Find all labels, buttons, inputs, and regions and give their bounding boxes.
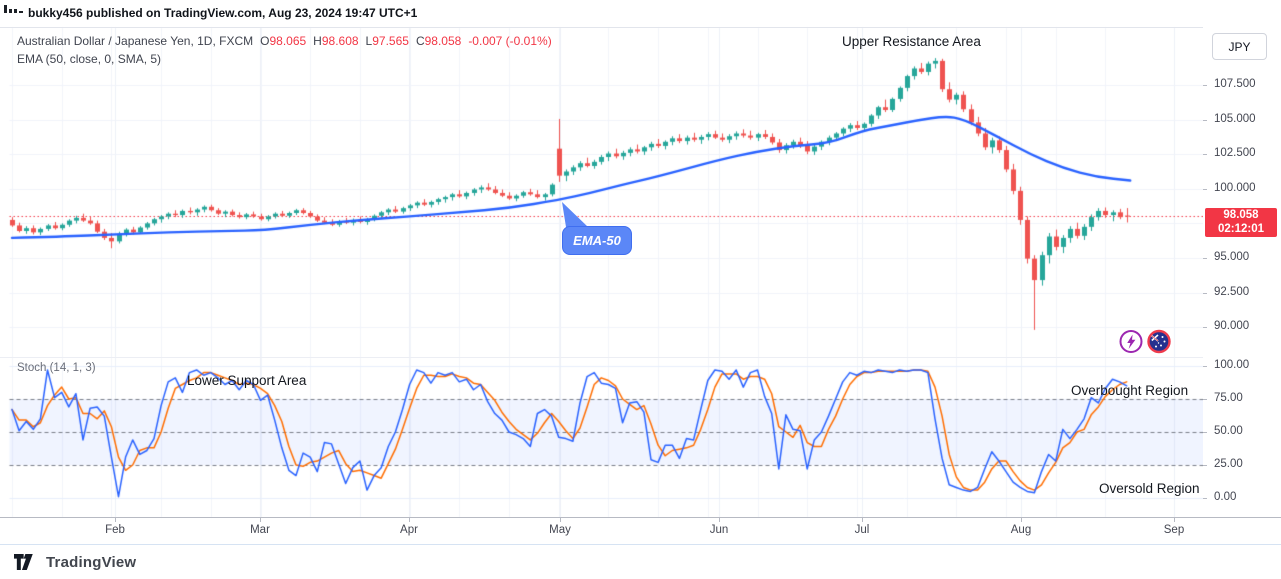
annotation-overbought-region: Overbought Region — [1071, 383, 1189, 398]
attribution-text: bukky456 published on TradingView.com, A… — [28, 6, 418, 20]
footer: TradingView — [0, 544, 1281, 579]
symbol-legend[interactable]: Australian Dollar / Japanese Yen, 1D, FX… — [17, 34, 552, 48]
time-axis-tick — [259, 518, 261, 522]
idea-badges[interactable] — [1118, 328, 1174, 355]
time-axis-label: Apr — [400, 524, 418, 536]
tradingview-logo-icon[interactable] — [14, 554, 39, 570]
top-divider — [0, 27, 1281, 28]
time-axis-label: Aug — [1010, 524, 1032, 536]
stoch-axis-tick — [1203, 465, 1207, 466]
lightning-badge-icon — [1119, 330, 1143, 353]
time-axis-tick — [408, 518, 410, 522]
time-axis-label: Sep — [1163, 524, 1185, 536]
time-axis-tick — [861, 518, 863, 522]
ema-callout-label[interactable]: EMA-50 — [562, 226, 632, 255]
change-value: -0.007 (-0.01%) — [468, 34, 552, 48]
stoch-axis-label: 25.00 — [1214, 458, 1243, 470]
time-axis-label: May — [549, 524, 571, 536]
price-axis-label: 102.500 — [1214, 147, 1256, 160]
time-axis-tick — [559, 518, 561, 522]
time-axis-label: Mar — [250, 524, 270, 536]
ohlc-item: L97.565 — [365, 34, 409, 48]
annotation-lower-support: Lower Support Area — [187, 373, 307, 388]
stoch-axis-label: 50.00 — [1214, 425, 1243, 437]
price-axis-label: 92.500 — [1214, 285, 1250, 298]
stoch-axis-label: 75.00 — [1214, 392, 1243, 404]
ohlc-item: H98.608 — [313, 34, 359, 48]
time-axis-label: Feb — [105, 524, 125, 536]
price-axis-tick — [1203, 85, 1207, 87]
annotation-oversold-region: Oversold Region — [1099, 481, 1200, 496]
ema-callout-pointer — [562, 202, 588, 227]
price-axis-tick — [1203, 188, 1207, 190]
ohlc-item: O98.065 — [260, 34, 307, 48]
annotation-upper-resistance: Upper Resistance Area — [842, 34, 981, 49]
price-axis-label: 90.000 — [1214, 320, 1250, 333]
price-axis-label: 107.500 — [1214, 78, 1256, 91]
price-axis-label: 100.000 — [1214, 181, 1256, 194]
bar-countdown: 02:12:01 — [1217, 222, 1265, 235]
stoch-axis-tick — [1203, 432, 1207, 433]
last-price-badge: 98.058 02:12:01 — [1205, 208, 1277, 237]
time-axis[interactable]: Feb Mar Apr May Jun Jul Aug Sep — [0, 517, 1281, 544]
time-axis-tick — [114, 518, 116, 522]
stoch-legend[interactable]: Stoch (14, 1, 3) — [17, 362, 96, 374]
time-axis-tick — [718, 518, 720, 522]
time-axis-tick — [1020, 518, 1022, 522]
ohlc-item: C98.058 — [415, 34, 462, 48]
price-axis-tick — [1203, 119, 1207, 121]
price-axis-tick — [1203, 154, 1207, 156]
price-axis[interactable]: JPY 98.058 02:12:01 107.500 105.000 102.50… — [1203, 27, 1281, 544]
price-axis-tick — [1203, 292, 1207, 294]
corner-logo-icon — [4, 5, 23, 13]
stoch-axis-label: 0.00 — [1214, 491, 1237, 503]
price-axis-tick — [1203, 257, 1207, 259]
time-axis-tick — [1173, 518, 1175, 522]
symbol-title: Australian Dollar / Japanese Yen, 1D, FX… — [17, 34, 254, 48]
australia-flag-icon — [1147, 329, 1171, 354]
time-axis-label: Jun — [709, 524, 729, 536]
stoch-axis-tick — [1203, 498, 1207, 499]
price-axis-label: 105.000 — [1214, 112, 1256, 125]
tradingview-brand[interactable]: TradingView — [46, 553, 137, 571]
last-price-value: 98.058 — [1223, 209, 1259, 221]
time-axis-label: Jul — [854, 524, 870, 536]
price-axis-label: 95.000 — [1214, 250, 1250, 263]
ema-legend[interactable]: EMA (50, close, 0, SMA, 5) — [17, 52, 162, 66]
stoch-axis-tick — [1203, 366, 1207, 367]
stoch-axis-tick — [1203, 399, 1207, 400]
chart-canvas[interactable] — [0, 0, 1203, 544]
stoch-axis-label: 100.00 — [1214, 359, 1250, 371]
pane-divider — [0, 357, 1203, 358]
currency-button[interactable]: JPY — [1212, 33, 1267, 60]
price-axis-tick — [1203, 327, 1207, 329]
